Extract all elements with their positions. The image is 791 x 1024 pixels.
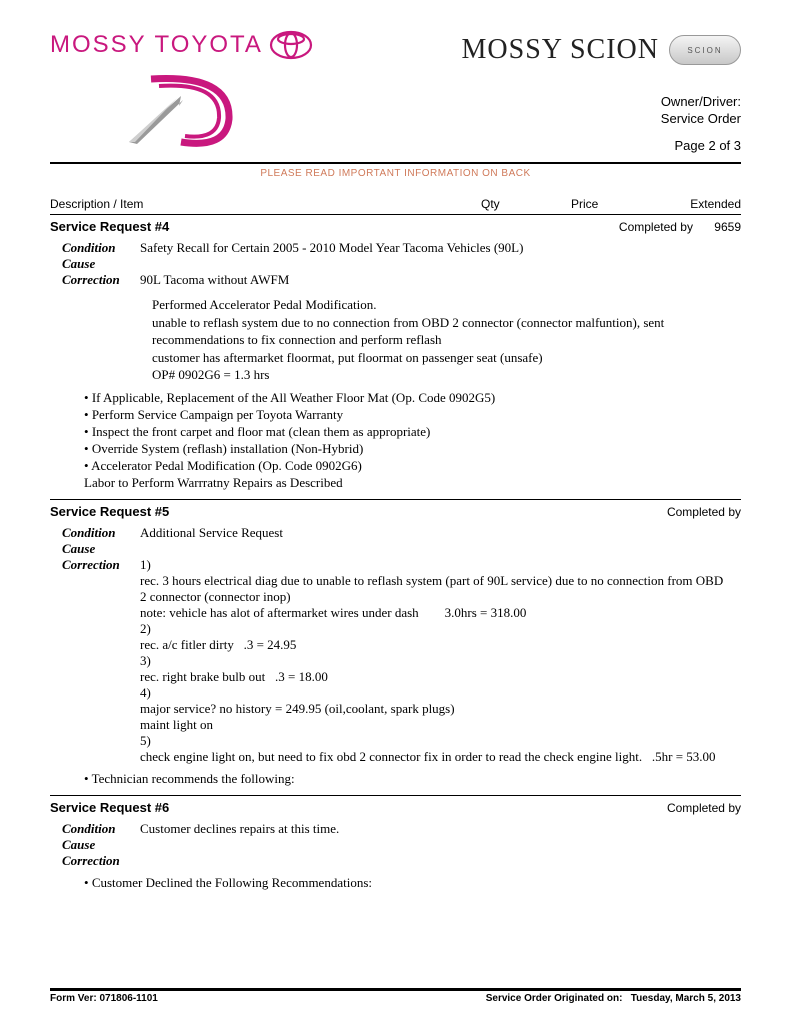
sr6-completed: Completed by xyxy=(667,801,741,815)
sr6-header: Service Request #6 Completed by xyxy=(50,800,741,815)
sr4-header: Service Request #4 Completed by 9659 xyxy=(50,219,741,234)
sr4-condition: Safety Recall for Certain 2005 - 2010 Mo… xyxy=(140,240,523,256)
lbl-correction: Correction xyxy=(62,853,140,869)
sr4-labor: Labor to Perform Warrratny Repairs as De… xyxy=(84,475,741,491)
sr6-condition: Customer declines repairs at this time. xyxy=(140,821,339,837)
sr4-completed: Completed by 9659 xyxy=(619,220,741,234)
sr5-header: Service Request #5 Completed by xyxy=(50,504,741,519)
footer-right: Service Order Originated on: Tuesday, Ma… xyxy=(486,993,741,1004)
toyota-logo-icon xyxy=(269,30,313,60)
lbl-cause: Cause xyxy=(62,541,140,557)
lbl-condition: Condition xyxy=(62,821,140,837)
lbl-condition: Condition xyxy=(62,240,140,256)
rule-cols xyxy=(50,214,741,215)
sr6-title: Service Request #6 xyxy=(50,800,169,815)
rule-sr5 xyxy=(50,795,741,796)
sr6-bullets: Customer Declined the Following Recommen… xyxy=(84,875,741,891)
footer: Form Ver: 071806-1101 Service Order Orig… xyxy=(50,988,741,1004)
sr4-body: ConditionSafety Recall for Certain 2005 … xyxy=(62,240,741,491)
sr5-body: ConditionAdditional Service Request Caus… xyxy=(62,525,741,787)
sr5-t2: rec. a/c fitler dirty .3 = 24.95 xyxy=(140,637,730,653)
sr5-t3: rec. right brake bulb out .3 = 18.00 xyxy=(140,669,730,685)
sr6-body: ConditionCustomer declines repairs at th… xyxy=(62,821,741,891)
sr4-title: Service Request #4 xyxy=(50,219,169,234)
sr5-condition: Additional Service Request xyxy=(140,525,283,541)
mossy-scion-text: MOSSY SCION xyxy=(462,34,659,66)
sr4-bullets: If Applicable, Replacement of the All We… xyxy=(84,390,741,474)
sr5-t1b: note: vehicle has alot of aftermarket wi… xyxy=(140,605,730,621)
lbl-correction: Correction xyxy=(62,272,140,288)
sr5-correction-list: 1) rec. 3 hours electrical diag due to u… xyxy=(140,557,730,765)
lbl-condition: Condition xyxy=(62,525,140,541)
sr4-b4: Override System (reflash) installation (… xyxy=(84,441,741,457)
col-extended: Extended xyxy=(661,197,741,211)
sr6-b1: Customer Declined the Following Recommen… xyxy=(84,875,741,891)
lbl-cause: Cause xyxy=(62,256,140,272)
sr5-n3: 3) xyxy=(140,653,730,669)
lbl-correction: Correction xyxy=(62,557,140,765)
sr5-n4: 4) xyxy=(140,685,730,701)
sr4-b5: Accelerator Pedal Modification (Op. Code… xyxy=(84,458,741,474)
sr5-n5: 5) xyxy=(140,733,730,749)
sr5-bullets: Technician recommends the following: xyxy=(84,771,741,787)
sr4-p1: Performed Accelerator Pedal Modification… xyxy=(152,296,741,314)
mossy-toyota-text: MOSSY TOYOTA xyxy=(50,31,263,59)
sr5-n1: 1) xyxy=(140,557,730,573)
sr4-p2: unable to reflash system due to no conne… xyxy=(152,314,741,349)
sr4-completed-val: 9659 xyxy=(714,220,741,234)
sr5-n2: 2) xyxy=(140,621,730,637)
page-number: Page 2 of 3 xyxy=(675,138,742,153)
sr5-tech: Technician recommends the following: xyxy=(84,771,741,787)
lbl-cause: Cause xyxy=(62,837,140,853)
back-note: PLEASE READ IMPORTANT INFORMATION ON BAC… xyxy=(50,168,741,179)
header-right: MOSSY SCION SCION Owner/Driver: Service … xyxy=(462,30,741,153)
sr4-correction: 90L Tacoma without AWFM xyxy=(140,272,289,288)
sr5-t5: check engine light on, but need to fix o… xyxy=(140,749,730,765)
header: MOSSY TOYOTA MOSSY SCION SCION Ow xyxy=(50,30,741,154)
col-qty: Qty xyxy=(481,197,571,211)
sr4-b3: Inspect the front carpet and floor mat (… xyxy=(84,424,741,440)
sr5-title: Service Request #5 xyxy=(50,504,169,519)
sr4-b2: Perform Service Campaign per Toyota Warr… xyxy=(84,407,741,423)
swoosh-icon xyxy=(111,64,251,154)
mossy-toyota-brand: MOSSY TOYOTA xyxy=(50,30,313,60)
mossy-scion-row: MOSSY SCION SCION xyxy=(462,34,741,66)
rule-sr4 xyxy=(50,499,741,500)
owner-block: Owner/Driver: Service Order xyxy=(661,94,741,128)
rule-top xyxy=(50,162,741,164)
rule-footer xyxy=(50,988,741,991)
owner-driver-label: Owner/Driver: xyxy=(661,94,741,109)
scion-badge-icon: SCION xyxy=(669,35,741,65)
header-left: MOSSY TOYOTA xyxy=(50,30,313,154)
sr5-t4b: maint light on xyxy=(140,717,730,733)
service-order-label: Service Order xyxy=(661,111,741,126)
completed-by-label: Completed by xyxy=(619,220,693,234)
footer-left: Form Ver: 071806-1101 xyxy=(50,993,158,1004)
sr4-p4: OP# 0902G6 = 1.3 hrs xyxy=(152,366,741,384)
column-headers: Description / Item Qty Price Extended xyxy=(50,197,741,214)
col-description: Description / Item xyxy=(50,197,481,211)
sr5-completed: Completed by xyxy=(667,505,741,519)
sr4-p3: customer has aftermarket floormat, put f… xyxy=(152,349,741,367)
sr4-paragraph: Performed Accelerator Pedal Modification… xyxy=(152,296,741,384)
sr5-t4a: major service? no history = 249.95 (oil,… xyxy=(140,701,730,717)
col-price: Price xyxy=(571,197,661,211)
sr4-b1: If Applicable, Replacement of the All We… xyxy=(84,390,741,406)
sr5-t1a: rec. 3 hours electrical diag due to unab… xyxy=(140,573,730,605)
